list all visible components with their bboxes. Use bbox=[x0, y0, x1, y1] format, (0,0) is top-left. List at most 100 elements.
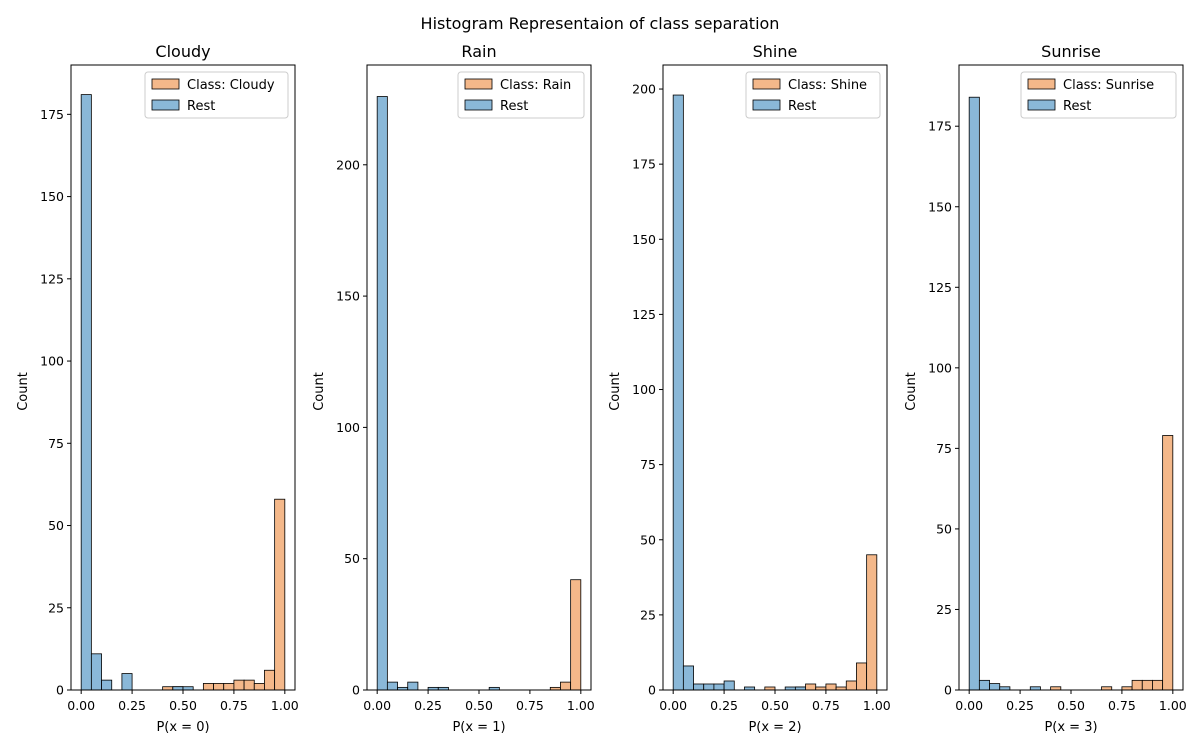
y-tick-label: 125 bbox=[928, 280, 952, 295]
subplot-title: Rain bbox=[461, 42, 496, 61]
histogram-bar-class bbox=[1131, 679, 1143, 691]
histogram-bar-rest bbox=[376, 96, 388, 691]
histogram-bar-class bbox=[845, 680, 857, 691]
histogram-bar-rest bbox=[989, 683, 1001, 691]
x-tick-label: 0.75 bbox=[516, 698, 544, 713]
legend-box bbox=[1020, 71, 1177, 119]
subplot-sunrise: Sunrise 0.00 0.25 0.50 0.75 1.00 0 25 50 75 100 125… bbox=[904, 42, 1187, 735]
y-tick-label: 0 bbox=[944, 683, 952, 698]
histogram-bar-rest bbox=[407, 681, 419, 691]
x-tick-label: 0.50 bbox=[761, 698, 789, 713]
histogram-bar-rest bbox=[968, 96, 980, 691]
y-tick-label: 125 bbox=[40, 271, 64, 286]
x-tick-label: 1.00 bbox=[567, 698, 595, 713]
legend: Class: Cloudy Rest bbox=[144, 71, 289, 119]
histogram-bar-rest bbox=[978, 679, 990, 691]
histogram-bar-class bbox=[243, 679, 255, 691]
x-tick-label: 0.00 bbox=[659, 698, 687, 713]
subplot-title: Sunrise bbox=[1041, 42, 1101, 61]
x-tick-label: 0.75 bbox=[1108, 698, 1136, 713]
histogram-bar-class bbox=[274, 498, 286, 691]
y-tick-label: 50 bbox=[48, 518, 64, 533]
legend-label-rest: Rest bbox=[1063, 99, 1091, 114]
subplot-cloudy: Cloudy 0.00 0.25 0.50 0.75 1.00 0 25 50 75 100 125 1… bbox=[16, 42, 299, 735]
legend-label-class: Class: Rain bbox=[500, 78, 571, 93]
histogram-bar-rest bbox=[101, 679, 113, 691]
legend-swatch-rest bbox=[464, 99, 493, 111]
y-tick-label: 150 bbox=[336, 289, 360, 304]
x-tick-label: 0.00 bbox=[363, 698, 391, 713]
legend-swatch-rest bbox=[752, 99, 781, 111]
figure-suptitle: Histogram Representaion of class separat… bbox=[421, 14, 780, 33]
subplot-title: Cloudy bbox=[155, 42, 210, 61]
y-tick-label: 75 bbox=[48, 436, 64, 451]
legend-swatch-rest bbox=[1027, 99, 1056, 111]
histogram-bar-class bbox=[560, 681, 572, 691]
x-tick-label: 1.00 bbox=[863, 698, 891, 713]
legend-label-class: Class: Sunrise bbox=[1063, 78, 1154, 93]
histogram-bar-class bbox=[866, 554, 878, 691]
legend-swatch-class bbox=[752, 78, 781, 90]
histogram-bar-rest bbox=[90, 653, 102, 691]
legend-swatch-class bbox=[1027, 78, 1056, 90]
y-tick-label: 25 bbox=[640, 607, 656, 622]
x-tick-label: 0.75 bbox=[812, 698, 840, 713]
histogram-bar-rest bbox=[121, 673, 133, 691]
x-tick-label: 1.00 bbox=[1159, 698, 1187, 713]
y-tick-label: 150 bbox=[40, 189, 64, 204]
histogram-bar-class bbox=[202, 683, 214, 691]
x-tick-label: 0.25 bbox=[118, 698, 146, 713]
subplot-title: Shine bbox=[753, 42, 798, 61]
legend: Class: Sunrise Rest bbox=[1020, 71, 1177, 119]
y-tick-label: 75 bbox=[936, 441, 952, 456]
histogram-bar-rest bbox=[672, 94, 684, 691]
x-tick-label: 0.00 bbox=[955, 698, 983, 713]
x-axis-label: P(x = 2) bbox=[748, 720, 801, 735]
x-tick-label: 1.00 bbox=[271, 698, 299, 713]
x-tick-label: 0.75 bbox=[220, 698, 248, 713]
histogram-bar-rest bbox=[723, 680, 735, 691]
legend-swatch-rest bbox=[151, 99, 180, 111]
x-tick-label: 0.50 bbox=[465, 698, 493, 713]
histogram-bar-rest bbox=[713, 683, 725, 691]
y-tick-label: 100 bbox=[336, 420, 360, 435]
y-tick-label: 175 bbox=[928, 119, 952, 134]
x-tick-label: 0.25 bbox=[710, 698, 738, 713]
legend: Class: Shine Rest bbox=[745, 71, 881, 119]
y-tick-label: 0 bbox=[352, 683, 360, 698]
histogram-bar-class bbox=[825, 683, 837, 691]
y-tick-label: 50 bbox=[344, 551, 360, 566]
y-tick-label: 200 bbox=[632, 82, 656, 97]
histogram-bar-rest bbox=[386, 681, 398, 691]
legend-label-class: Class: Shine bbox=[788, 78, 867, 93]
y-tick-label: 25 bbox=[936, 602, 952, 617]
subplot-panels: Cloudy 0.00 0.25 0.50 0.75 1.00 0 25 50 75 100 125 1… bbox=[16, 42, 1187, 735]
legend-box bbox=[144, 71, 289, 119]
histogram-bar-class bbox=[213, 683, 225, 691]
y-axis-label: Count bbox=[608, 372, 623, 411]
y-axis-label: Count bbox=[312, 372, 327, 411]
histogram-bar-class bbox=[805, 683, 817, 691]
histogram-bar-rest bbox=[693, 683, 705, 691]
histogram-bar-rest bbox=[703, 683, 715, 691]
histogram-bar-class bbox=[253, 683, 265, 691]
y-tick-label: 50 bbox=[640, 532, 656, 547]
x-tick-label: 0.25 bbox=[414, 698, 442, 713]
y-tick-label: 125 bbox=[632, 307, 656, 322]
x-tick-label: 0.50 bbox=[169, 698, 197, 713]
histogram-bar-class bbox=[1162, 435, 1174, 691]
histogram-bar-class bbox=[1141, 679, 1153, 691]
histogram-bar-class bbox=[570, 579, 582, 691]
y-tick-label: 50 bbox=[936, 521, 952, 536]
histogram-bar-rest bbox=[682, 665, 694, 691]
x-tick-label: 0.50 bbox=[1057, 698, 1085, 713]
legend-label-rest: Rest bbox=[788, 99, 816, 114]
y-tick-label: 0 bbox=[648, 683, 656, 698]
y-tick-label: 200 bbox=[336, 157, 360, 172]
y-tick-label: 150 bbox=[632, 232, 656, 247]
y-tick-label: 100 bbox=[928, 360, 952, 375]
legend-label-rest: Rest bbox=[500, 99, 528, 114]
histogram-bar-class bbox=[1152, 679, 1164, 691]
y-tick-label: 0 bbox=[56, 683, 64, 698]
